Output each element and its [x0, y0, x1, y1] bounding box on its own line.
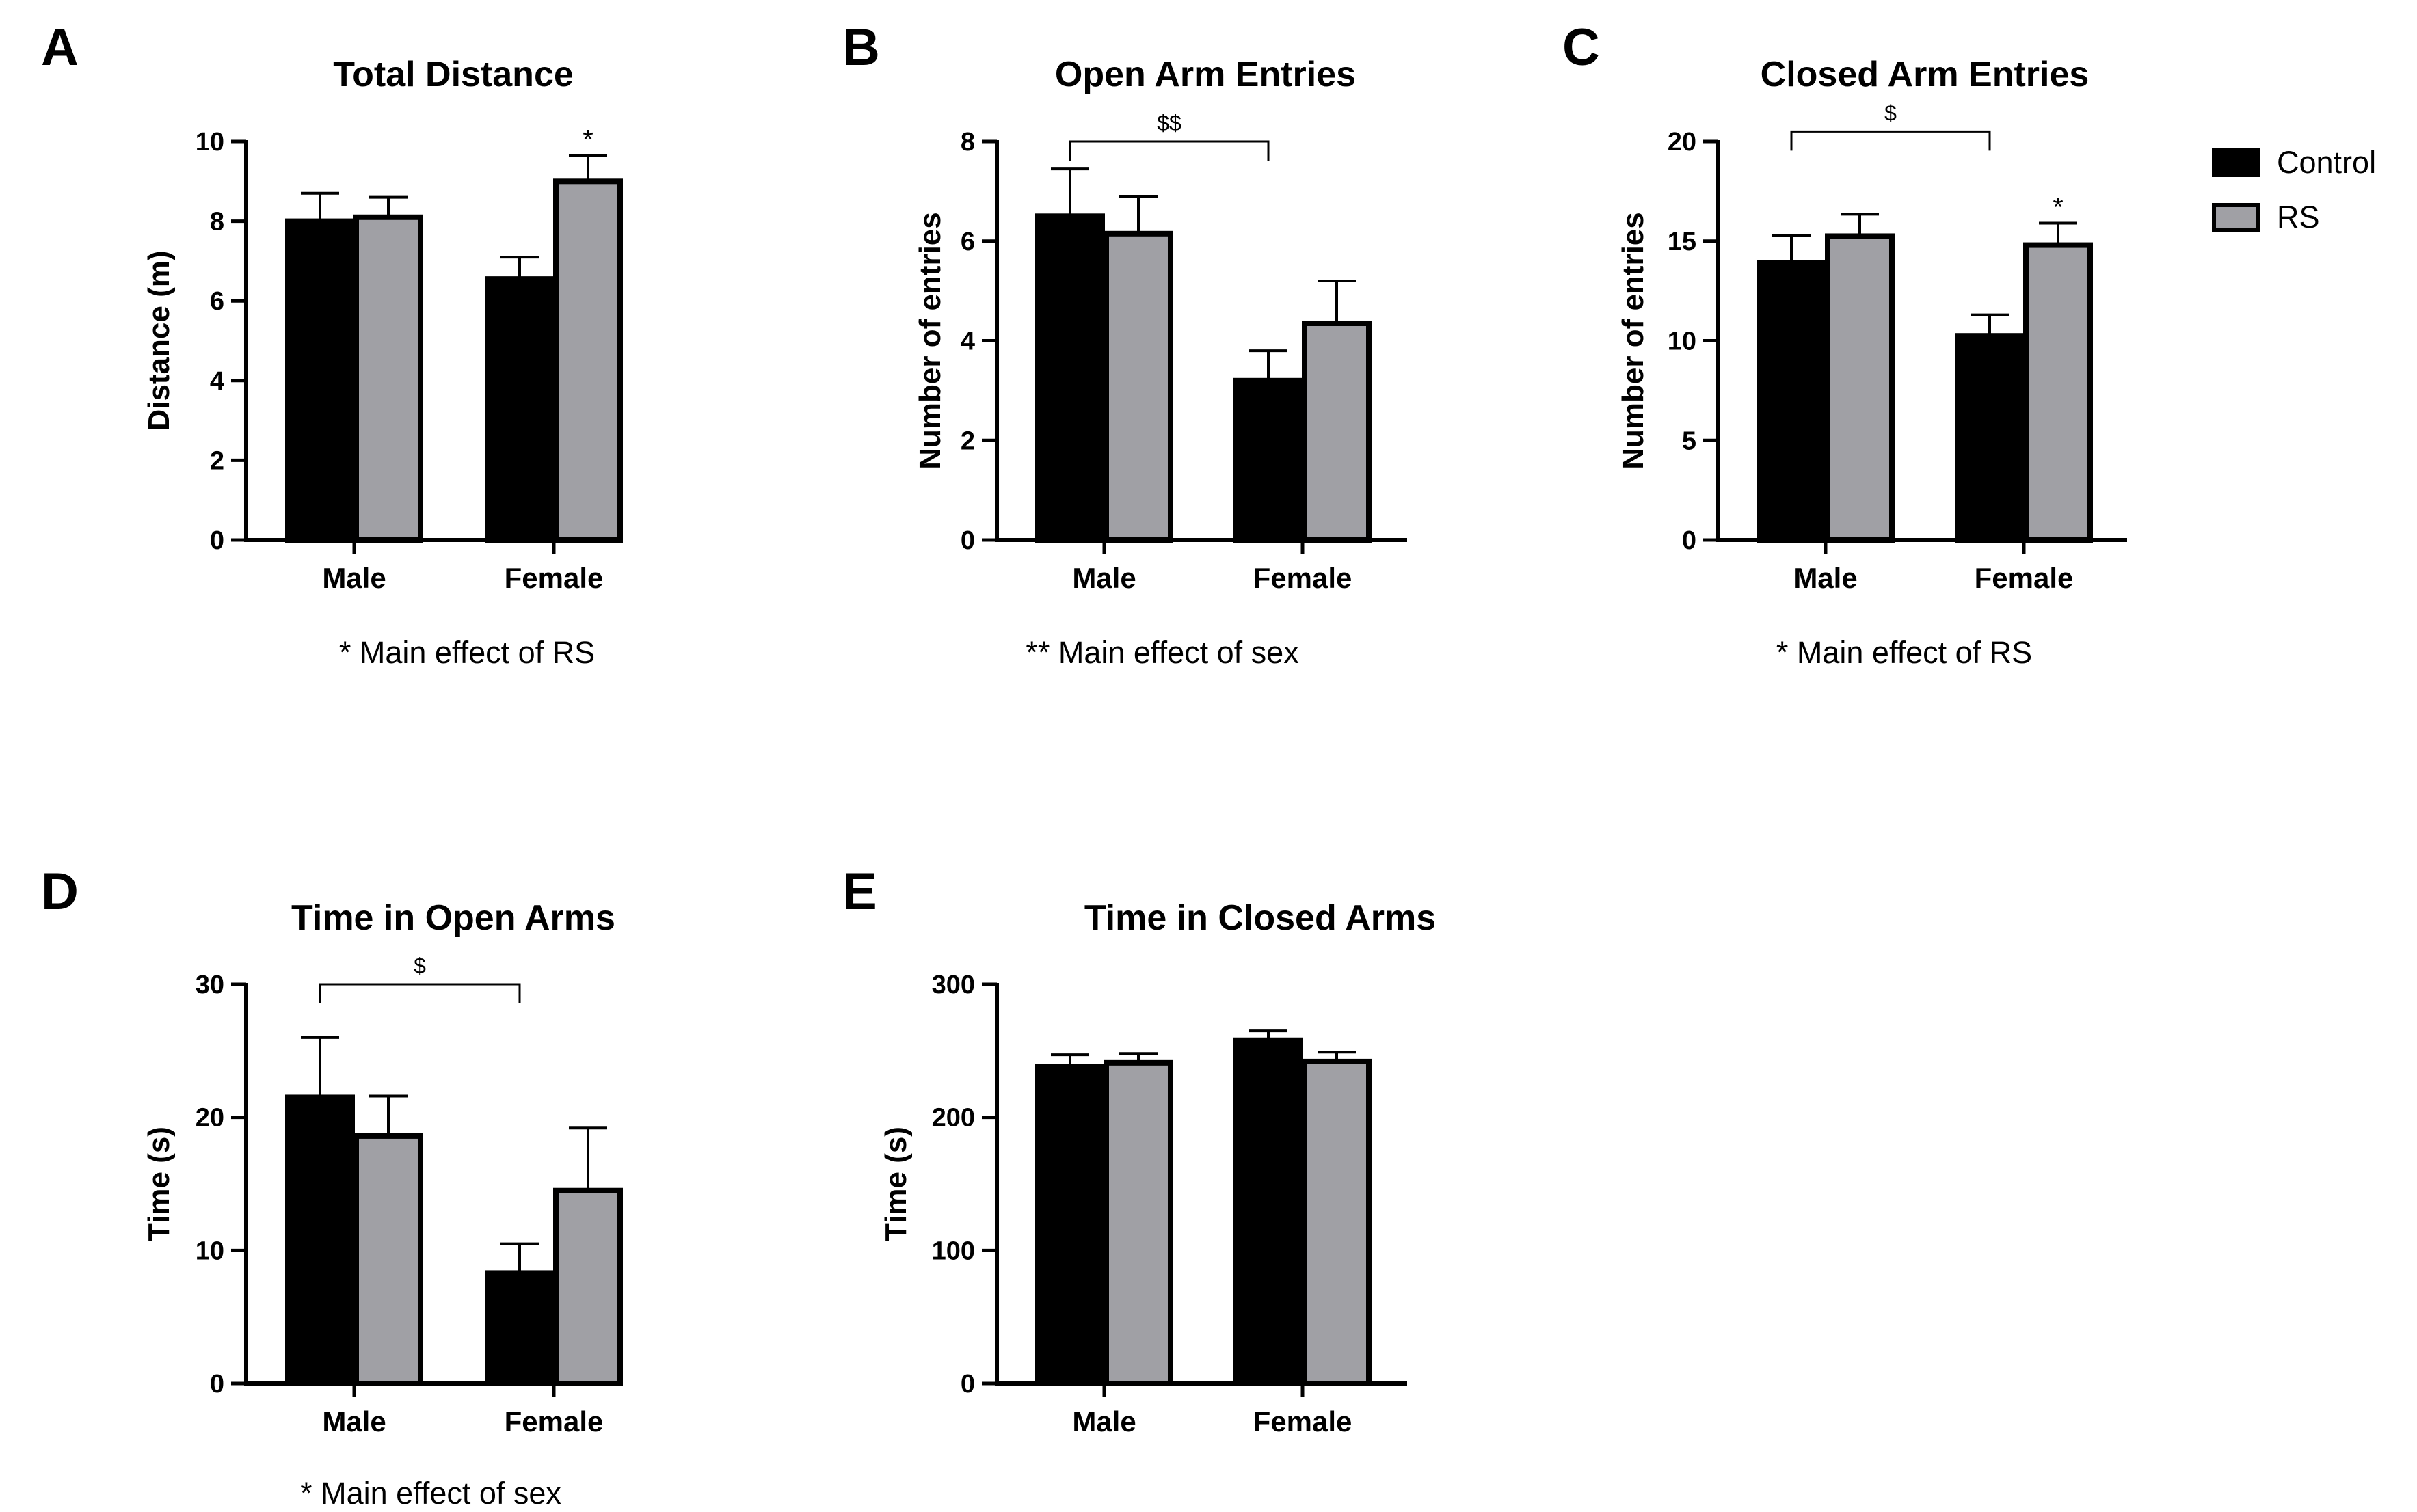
panel-d: D Time in Open Arms Time (s) 0 10 20 30 Male Fem…: [41, 863, 623, 1511]
chart-title: Total Distance: [333, 55, 574, 94]
legend-label-rs: RS: [2277, 200, 2320, 234]
y-tick-label: 10: [1668, 327, 1696, 356]
x-tick-label-male: Male: [1072, 1405, 1136, 1437]
y-tick-label: 4: [210, 367, 224, 396]
bar-control-female: [485, 1270, 555, 1386]
y-tick-label: 0: [210, 526, 224, 555]
legend-swatch-control: [2212, 148, 2260, 177]
bar-rs-male: [353, 214, 423, 543]
x-tick-label-male: Male: [1072, 562, 1136, 594]
bar-control-male: [1035, 1064, 1105, 1387]
y-axis-label: Distance (m): [142, 250, 176, 431]
panel-a: A Total Distance Distance (m) 0 2 4 6 8 10 Male Fe…: [41, 18, 623, 670]
chart-title: Closed Arm Entries: [1761, 55, 2089, 94]
chart-title: Time in Open Arms: [291, 898, 615, 938]
y-tick-label: 20: [196, 1104, 224, 1133]
y-tick-label: 0: [1682, 526, 1696, 555]
y-tick-label: 2: [961, 427, 975, 455]
comparison-bracket: [319, 983, 521, 1003]
legend-swatch-rs: [2212, 203, 2260, 232]
y-tick-label: 200: [932, 1104, 975, 1133]
bracket-label: $$: [1157, 111, 1181, 135]
bracket-label: $: [1884, 100, 1897, 125]
x-tick-label-female: Female: [505, 562, 604, 594]
x-tick-label-female: Female: [1253, 562, 1352, 594]
bracket-label: $: [414, 954, 426, 978]
chart-title: Open Arm Entries: [1055, 55, 1356, 94]
y-tick-label: 10: [196, 1237, 224, 1265]
main-effect-note: * Main effect of sex: [300, 1476, 561, 1511]
x-tick-label-male: Male: [322, 1405, 386, 1437]
bar-control-female: [1233, 1037, 1303, 1386]
x-tick-label-female: Female: [505, 1405, 604, 1437]
bar-control-male: [285, 1094, 355, 1386]
legend-label-control: Control: [2277, 145, 2376, 180]
y-axis-label: Time (s): [142, 1126, 176, 1241]
y-tick-label: 6: [961, 228, 975, 256]
main-effect-note: ** Main effect of sex: [1026, 635, 1299, 670]
y-tick-label: 0: [961, 1370, 975, 1399]
y-axis-label: Number of entries: [913, 212, 947, 470]
chart-title: Time in Closed Arms: [1084, 898, 1436, 938]
panel-letter: D: [41, 863, 79, 921]
bar-rs-female: [2023, 242, 2093, 543]
main-effect-note: * Main effect of RS: [1776, 635, 2032, 670]
x-tick-label-female: Female: [1975, 562, 2074, 594]
y-tick-label: 300: [932, 971, 975, 999]
bar-rs-male: [1825, 233, 1895, 543]
bar-rs-female: [1302, 320, 1372, 543]
y-axis-label: Time (s): [879, 1126, 913, 1241]
bar-rs-female: [553, 1187, 623, 1386]
y-tick-label: 6: [210, 287, 224, 316]
comparison-bracket: [1790, 130, 1991, 151]
panel-c: C Closed Arm Entries Number of entries 0 5 10…: [1562, 18, 2127, 670]
y-tick-label: 8: [961, 128, 975, 157]
comparison-bracket: [1069, 140, 1270, 161]
y-tick-label: 4: [961, 327, 975, 356]
main-effect-note: * Main effect of RS: [339, 635, 595, 670]
bar-control-male: [1035, 213, 1105, 543]
bar-control-male: [1757, 260, 1826, 543]
y-tick-label: 5: [1682, 427, 1696, 455]
y-axis-label: Number of entries: [1616, 212, 1650, 470]
panel-letter: B: [842, 18, 880, 77]
y-tick-label: 0: [961, 526, 975, 555]
y-tick-label: 0: [210, 1370, 224, 1399]
y-tick-label: 2: [210, 446, 224, 475]
panel-letter: E: [842, 863, 877, 921]
significance-marker: *: [2053, 193, 2064, 223]
bar-control-female: [1233, 377, 1303, 543]
bar-rs-male: [1104, 230, 1173, 543]
bar-rs-male: [353, 1133, 423, 1387]
x-tick-label-female: Female: [1253, 1405, 1352, 1437]
y-tick-label: 30: [196, 971, 224, 999]
panel-letter: C: [1562, 18, 1600, 77]
y-tick-label: 20: [1668, 128, 1696, 157]
y-tick-label: 15: [1668, 228, 1696, 256]
y-tick-label: 100: [932, 1237, 975, 1265]
panel-b: B Open Arm Entries Number of entries 0 2 4 6 8 M…: [842, 18, 1407, 670]
bar-control-female: [1955, 333, 2025, 543]
panel-e: E Time in Closed Arms Time (s) 0 100 200 300 Ma…: [842, 863, 1436, 1437]
significance-marker: *: [583, 124, 593, 154]
y-tick-label: 8: [210, 208, 224, 237]
bar-control-female: [485, 276, 555, 543]
panel-letter: A: [41, 18, 79, 77]
x-tick-label-male: Male: [1793, 562, 1857, 594]
y-tick-label: 10: [196, 128, 224, 157]
bar-rs-female: [1302, 1058, 1372, 1386]
x-tick-label-male: Male: [322, 562, 386, 594]
bar-rs-male: [1104, 1059, 1173, 1387]
legend: Control RS: [2212, 145, 2376, 234]
bar-control-male: [285, 218, 355, 543]
bar-rs-female: [553, 178, 623, 543]
